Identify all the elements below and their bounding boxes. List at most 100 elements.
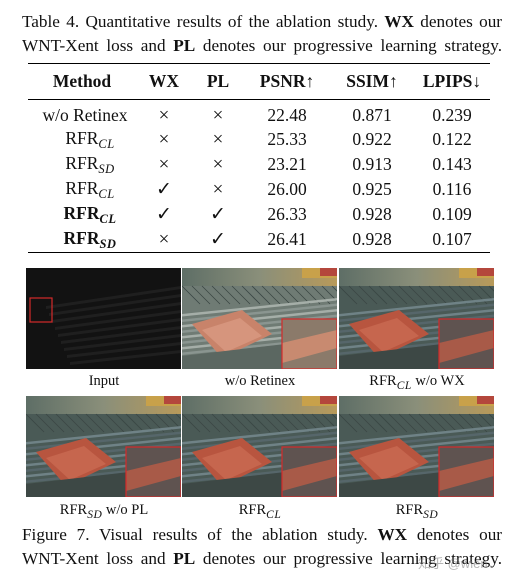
- table-body: w/o Retinex × × 22.48 0.871 0.239 RFRCL × × 25.33…: [28, 100, 490, 253]
- table-row: RFRSD × ✓ 26.41 0.928 0.107: [28, 227, 490, 253]
- wx-cell: ×: [158, 154, 170, 175]
- caption-bold: PL: [173, 549, 196, 568]
- method-name: RFR: [65, 128, 99, 148]
- ssim-cell: 0.871: [352, 105, 392, 125]
- figure-panel: [339, 268, 494, 369]
- caption-text: WNT-Xent loss and: [22, 549, 166, 568]
- panel-label-text: w/o Retinex: [224, 373, 296, 389]
- panel-label-subscript: SD: [87, 509, 103, 521]
- lpips-cell: 0.143: [432, 154, 472, 174]
- caption-text: denotes our progressive learning strateg…: [202, 36, 502, 55]
- panel-label-subscript: CL: [396, 380, 412, 392]
- panel-label: RFRSD: [337, 502, 497, 521]
- method-subscript: CL: [99, 212, 117, 226]
- method-cell: RFRCL: [28, 177, 136, 202]
- ssim-cell: 0.925: [352, 179, 392, 199]
- method-name: RFR: [65, 178, 99, 198]
- caption-text: Figure 7. Visual results of the ablation…: [22, 525, 368, 544]
- enhanced-image: [339, 396, 494, 497]
- header-psnr: PSNR↑: [259, 71, 315, 91]
- panel-label-base: RFR: [59, 502, 88, 518]
- enhanced-image: [26, 396, 181, 497]
- method-subscript: CL: [98, 187, 115, 201]
- figure-panel: [26, 268, 181, 369]
- method-cell: RFRCL: [28, 127, 136, 152]
- pl-cell: ×: [212, 154, 224, 175]
- method-cell: RFRCL: [28, 202, 136, 227]
- panel-label-subscript: CL: [266, 509, 282, 521]
- table-caption: Table 4. Quantitative results of the abl…: [22, 10, 502, 58]
- caption-text: WNT-Xent loss and: [22, 36, 166, 55]
- table-caption-line-1: Table 4. Quantitative results of the abl…: [22, 10, 502, 34]
- header-method: Method: [52, 71, 112, 91]
- panel-label: RFRCL: [180, 502, 340, 521]
- panel-label-suffix: w/o WX: [411, 373, 465, 389]
- method-subscript: SD: [98, 162, 115, 176]
- wx-cell: ×: [158, 129, 170, 150]
- pl-cell: ✓: [210, 229, 226, 250]
- panel-label-subscript: SD: [423, 509, 439, 521]
- caption-text: denotes our progressive learning strateg…: [202, 549, 502, 568]
- method-cell: w/o Retinex: [28, 100, 136, 128]
- lpips-cell: 0.122: [432, 129, 472, 149]
- psnr-cell: 26.33: [267, 204, 307, 224]
- header-pl: PL: [206, 71, 230, 91]
- psnr-cell: 22.48: [267, 105, 307, 125]
- wx-cell: ×: [158, 105, 170, 126]
- figure-panel: [182, 268, 337, 369]
- method-subscript: SD: [99, 237, 117, 251]
- ssim-cell: 0.922: [352, 129, 392, 149]
- ssim-cell: 0.928: [352, 229, 392, 249]
- caption-bold: PL: [173, 36, 196, 55]
- lpips-cell: 0.239: [432, 105, 472, 125]
- ssim-cell: 0.913: [352, 154, 392, 174]
- enhanced-image: [182, 396, 337, 497]
- table-row: RFRCL ✓ ✓ 26.33 0.928 0.109: [28, 202, 490, 227]
- psnr-cell: 26.00: [267, 179, 307, 199]
- panel-label: w/o Retinex: [180, 373, 340, 390]
- psnr-cell: 26.41: [267, 229, 307, 249]
- results-table: Method WX PL PSNR↑ SSIM↑ LPIPS↓ w/o Reti…: [28, 63, 490, 253]
- enhanced-image: [182, 268, 337, 369]
- pl-cell: ×: [212, 129, 224, 150]
- lpips-cell: 0.116: [432, 179, 472, 199]
- watermark: 知乎 @wien: [418, 556, 488, 571]
- panel-label-suffix: w/o PL: [102, 502, 149, 518]
- table-row: RFRSD × × 23.21 0.913 0.143: [28, 152, 490, 177]
- table-row: RFRCL × × 25.33 0.922 0.122: [28, 127, 490, 152]
- method-subscript: CL: [98, 137, 115, 151]
- panel-label-base: RFR: [238, 502, 267, 518]
- lpips-cell: 0.109: [432, 204, 472, 224]
- header-lpips: LPIPS↓: [422, 71, 482, 91]
- wx-cell: ×: [158, 229, 170, 250]
- table-header-row: Method WX PL PSNR↑ SSIM↑ LPIPS↓: [28, 63, 490, 100]
- wx-cell: ✓: [156, 204, 172, 225]
- panel-label-text: Input: [88, 373, 120, 389]
- ssim-cell: 0.928: [352, 204, 392, 224]
- figure-panel: [26, 396, 181, 497]
- caption-text: denotes our: [420, 12, 503, 31]
- caption-bold: WX: [377, 525, 408, 544]
- pl-cell: ✓: [210, 204, 226, 225]
- panel-label: RFRCL w/o WX: [337, 373, 497, 392]
- low-light-image: [26, 268, 181, 369]
- panel-label-base: RFR: [395, 502, 424, 518]
- method-name: RFR: [63, 203, 100, 223]
- pl-cell: ×: [212, 179, 224, 200]
- header-ssim: SSIM↑: [346, 71, 398, 91]
- method-name: RFR: [65, 153, 99, 173]
- psnr-cell: 25.33: [267, 129, 307, 149]
- psnr-cell: 23.21: [267, 154, 307, 174]
- figure-panel: [339, 396, 494, 497]
- caption-text: denotes our: [416, 525, 503, 544]
- panel-label: RFRSD w/o PL: [24, 502, 184, 521]
- figure-panel: [182, 396, 337, 497]
- figure-caption-line-1: Figure 7. Visual results of the ablation…: [22, 523, 502, 547]
- figure-caption-line-2: WNT-Xent loss and PL denotes our progres…: [22, 547, 502, 571]
- method-name: w/o Retinex: [42, 105, 128, 125]
- lpips-cell: 0.107: [432, 229, 472, 249]
- figure-caption: Figure 7. Visual results of the ablation…: [22, 523, 502, 571]
- method-cell: RFRSD: [28, 227, 136, 253]
- method-name: RFR: [63, 228, 100, 248]
- caption-bold: WX: [384, 12, 414, 31]
